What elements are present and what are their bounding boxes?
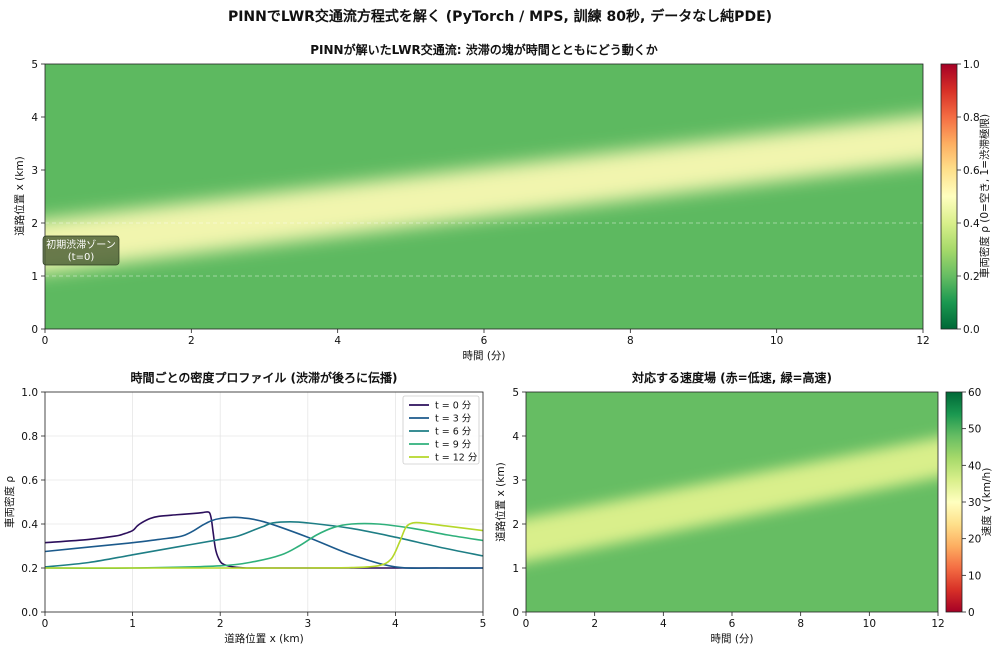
- speed-y-tick-label: 0: [512, 607, 519, 619]
- profile-y-tick-label: 0.4: [21, 519, 38, 531]
- profile-series-line-2: [45, 521, 483, 568]
- density-colorbar: [940, 63, 958, 330]
- profile-x-label: 道路位置 x (km): [224, 632, 303, 645]
- profile-x-tick-label: 2: [217, 618, 224, 630]
- density-y-tick-label: 1: [31, 271, 38, 283]
- legend-label-4: t = 12 分: [435, 453, 478, 464]
- profile-title: 時間ごとの密度プロファイル (渋滞が後ろに伝播): [130, 370, 397, 385]
- speed-y-tick-label: 2: [512, 519, 519, 531]
- speed-x-tick-label: 12: [931, 618, 944, 630]
- speed-heatmap-title: 対応する速度場 (赤=低速, 緑=高速): [631, 370, 832, 385]
- profile-legend: t = 0 分 t = 3 分 t = 6 分 t = 9 分 t = 12 分: [402, 395, 480, 465]
- speed-y-label: 道路位置 x (km): [494, 462, 507, 541]
- speed-x-tick-label: 6: [729, 618, 736, 630]
- speed-colorbar-tick-label: 0: [968, 607, 975, 619]
- density-x-tick-label: 2: [188, 335, 195, 347]
- speed-colorbar-tick-label: 30: [968, 497, 981, 509]
- speed-x-tick-label: 0: [523, 618, 530, 630]
- profile-x-tick-label: 3: [304, 618, 311, 630]
- profile-x-tick-label: 5: [480, 618, 487, 630]
- profile-x-ticks: 0 1 2 3 4 5: [42, 612, 487, 630]
- speed-colorbar-ticks: 0 10 20 30 40 50 60: [962, 387, 981, 619]
- density-colorbar-tick-label: 0.0: [963, 324, 980, 336]
- speed-x-tick-label: 8: [797, 618, 804, 630]
- density-y-tick-label: 2: [31, 218, 38, 230]
- legend-label-3: t = 9 分: [435, 440, 472, 451]
- density-y-ticks: 0 1 2 3 4 5: [31, 59, 45, 336]
- profile-x-tick-label: 0: [42, 618, 49, 630]
- density-colorbar-tick-label: 1.0: [963, 59, 980, 71]
- profile-y-tick-label: 0.0: [21, 607, 38, 619]
- legend-label-2: t = 6 分: [435, 427, 472, 438]
- density-colorbar-label: 車両密度 ρ (0=空き, 1=渋滞極限): [978, 114, 991, 278]
- profile-y-tick-label: 1.0: [21, 387, 38, 399]
- density-x-ticks: 0 2 4 6 8 10 12: [42, 329, 930, 347]
- profile-y-tick-label: 0.2: [21, 563, 38, 575]
- speed-colorbar-tick-label: 50: [968, 424, 981, 436]
- density-heatmap-panel: PINNが解いたLWR交通流: 渋滞の塊が時間とともにどう動くか 初期渋滞ゾーン…: [13, 42, 991, 362]
- density-colorbar-ticks: 0.0 0.2 0.4 0.6 0.8 1.0: [957, 59, 980, 336]
- speed-colorbar-tick-label: 10: [968, 570, 981, 582]
- density-x-label: 時間 (分): [462, 350, 505, 362]
- density-colorbar-tick-label: 0.6: [963, 165, 980, 177]
- density-y-tick-label: 0: [31, 324, 38, 336]
- profile-x-tick-label: 1: [129, 618, 136, 630]
- speed-x-label: 時間 (分): [710, 633, 753, 645]
- density-y-tick-label: 4: [31, 112, 38, 124]
- annotation-line2: (t=0): [68, 252, 95, 263]
- profile-y-label: 車両密度 ρ: [3, 476, 16, 528]
- density-x-tick-label: 12: [916, 335, 929, 347]
- profile-series-line-1: [45, 516, 483, 570]
- speed-jam-band: [526, 437, 938, 562]
- profile-frame: [44, 391, 484, 613]
- speed-y-tick-label: 3: [512, 475, 519, 487]
- profile-x-tick-label: 4: [392, 618, 399, 630]
- initial-jam-annotation: 初期渋滞ゾーン (t=0): [42, 235, 120, 266]
- speed-colorbar-tick-label: 40: [968, 460, 981, 472]
- speed-y-tick-label: 5: [512, 387, 519, 399]
- profile-y-tick-label: 0.8: [21, 431, 38, 443]
- speed-colorbar: [945, 391, 963, 613]
- profile-y-tick-label: 0.6: [21, 475, 38, 487]
- profile-y-ticks: 0.0 0.2 0.4 0.6 0.8 1.0: [21, 387, 45, 619]
- density-y-tick-label: 3: [31, 165, 38, 177]
- annotation-box: [42, 235, 120, 266]
- density-colorbar-tick-label: 0.2: [963, 271, 980, 283]
- density-x-tick-label: 4: [334, 335, 341, 347]
- density-x-tick-label: 10: [770, 335, 783, 347]
- density-x-tick-label: 8: [627, 335, 634, 347]
- density-x-tick-label: 6: [481, 335, 488, 347]
- legend-label-1: t = 3 分: [435, 414, 472, 425]
- speed-y-ticks: 0 1 2 3 4 5: [512, 387, 526, 619]
- legend-box: [402, 395, 480, 465]
- density-y-tick-label: 5: [31, 59, 38, 71]
- speed-y-tick-label: 1: [512, 563, 519, 575]
- speed-y-tick-label: 4: [512, 431, 519, 443]
- speed-x-tick-label: 4: [660, 618, 667, 630]
- density-heatmap-title: PINNが解いたLWR交通流: 渋滞の塊が時間とともにどう動くか: [310, 42, 658, 57]
- annotation-line1: 初期渋滞ゾーン: [46, 238, 116, 251]
- speed-x-tick-label: 10: [863, 618, 876, 630]
- profile-series-line-3: [45, 522, 483, 569]
- speed-colorbar-label: 速度 v (km/h): [980, 468, 993, 537]
- profile-series-line-4: [45, 521, 483, 569]
- figure-suptitle: PINNでLWR交通流方程式を解く (PyTorch / MPS, 訓練 80秒…: [228, 8, 772, 25]
- profile-series: [45, 511, 483, 570]
- legend-label-0: t = 0 分: [435, 401, 472, 412]
- speed-x-ticks: 0 2 4 6 8 10 12: [523, 612, 945, 630]
- density-jam-band: [45, 115, 923, 273]
- speed-x-tick-label: 2: [591, 618, 598, 630]
- density-colorbar-tick-label: 0.8: [963, 112, 980, 124]
- speed-colorbar-tick-label: 60: [968, 387, 981, 399]
- density-colorbar-tick-label: 0.4: [963, 218, 980, 230]
- speed-colorbar-tick-label: 20: [968, 534, 981, 546]
- density-x-tick-label: 0: [42, 335, 49, 347]
- density-y-label: 道路位置 x (km): [13, 156, 26, 235]
